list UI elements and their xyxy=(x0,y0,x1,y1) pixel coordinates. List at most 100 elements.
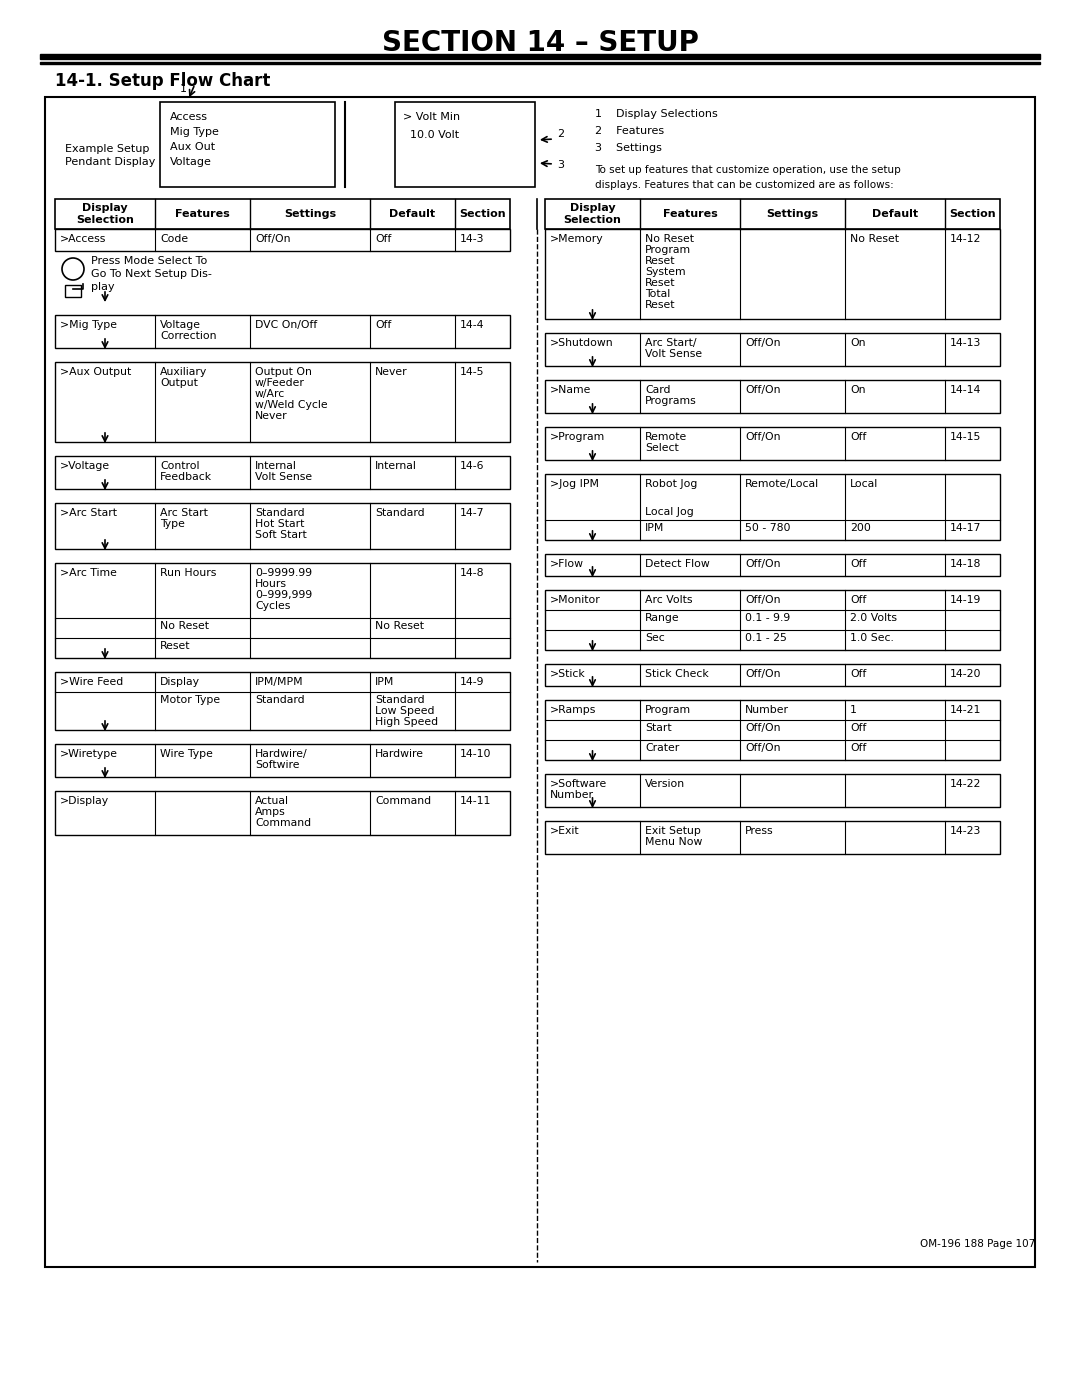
Text: Reset: Reset xyxy=(645,256,675,265)
Text: High Speed: High Speed xyxy=(375,717,438,726)
Text: 0–9999.99: 0–9999.99 xyxy=(255,569,312,578)
Text: Pendant Display: Pendant Display xyxy=(65,156,156,168)
Text: Standard: Standard xyxy=(375,509,424,518)
Text: 14-6: 14-6 xyxy=(460,461,485,471)
Text: >Arc Start: >Arc Start xyxy=(60,509,117,518)
Text: >Wiretype: >Wiretype xyxy=(60,749,118,759)
Text: IPM: IPM xyxy=(375,678,394,687)
Text: >Arc Time: >Arc Time xyxy=(60,569,117,578)
Text: >Mig Type: >Mig Type xyxy=(60,320,117,330)
Text: Arc Volts: Arc Volts xyxy=(645,595,692,605)
Text: 14-15: 14-15 xyxy=(950,432,982,441)
Bar xyxy=(545,664,1000,686)
Text: 1.0 Sec.: 1.0 Sec. xyxy=(850,633,894,643)
Text: play: play xyxy=(91,282,114,292)
Text: Select: Select xyxy=(645,443,678,453)
Text: Default: Default xyxy=(872,210,918,219)
Text: Hardwire/: Hardwire/ xyxy=(255,749,308,759)
Text: >Memory: >Memory xyxy=(550,235,604,244)
Bar xyxy=(55,745,510,777)
Text: Display
Selection: Display Selection xyxy=(76,203,134,225)
Text: Settings: Settings xyxy=(767,210,819,219)
Text: 0.1 - 9.9: 0.1 - 9.9 xyxy=(745,613,791,623)
Bar xyxy=(545,821,1000,854)
Text: Off/On: Off/On xyxy=(745,724,781,733)
Text: Card: Card xyxy=(645,386,671,395)
Text: Access: Access xyxy=(170,112,208,122)
Text: 14-9: 14-9 xyxy=(460,678,485,687)
Text: Programs: Programs xyxy=(645,395,697,407)
Text: Standard: Standard xyxy=(255,509,305,518)
Text: Crater: Crater xyxy=(645,743,679,753)
Text: Run Hours: Run Hours xyxy=(160,569,216,578)
Text: 2: 2 xyxy=(557,129,564,138)
Text: Range: Range xyxy=(645,613,679,623)
Text: >Software: >Software xyxy=(550,780,607,789)
Text: Stick Check: Stick Check xyxy=(645,669,708,679)
Text: 50 - 780: 50 - 780 xyxy=(745,522,791,534)
Text: Internal: Internal xyxy=(375,461,417,471)
Text: Off/On: Off/On xyxy=(255,235,291,244)
Bar xyxy=(545,774,1000,807)
Text: 14-10: 14-10 xyxy=(460,749,491,759)
Text: Output On: Output On xyxy=(255,367,312,377)
Text: 14-21: 14-21 xyxy=(950,705,982,715)
Text: 14-19: 14-19 xyxy=(950,595,982,605)
Text: Off: Off xyxy=(375,235,391,244)
Text: 1: 1 xyxy=(850,705,856,715)
Text: 14-23: 14-23 xyxy=(950,826,982,835)
Text: SECTION 14 – SETUP: SECTION 14 – SETUP xyxy=(381,29,699,57)
Text: w/Arc: w/Arc xyxy=(255,388,285,400)
Text: Exit Setup: Exit Setup xyxy=(645,826,701,835)
Text: Press: Press xyxy=(745,826,773,835)
Text: No Reset: No Reset xyxy=(375,622,424,631)
Bar xyxy=(545,380,1000,414)
Bar xyxy=(55,229,510,251)
Text: Off: Off xyxy=(375,320,391,330)
Text: 14-17: 14-17 xyxy=(950,522,982,534)
Text: 14-12: 14-12 xyxy=(950,235,982,244)
Text: IPM: IPM xyxy=(645,522,664,534)
Text: Off: Off xyxy=(850,669,866,679)
Text: Section: Section xyxy=(459,210,505,219)
Text: Section: Section xyxy=(949,210,996,219)
Text: Off/On: Off/On xyxy=(745,432,781,441)
Text: Start: Start xyxy=(645,724,672,733)
Text: Off: Off xyxy=(850,743,866,753)
Text: 2.0 Volts: 2.0 Volts xyxy=(850,613,897,623)
Text: Detect Flow: Detect Flow xyxy=(645,559,710,569)
Text: >Flow: >Flow xyxy=(550,559,584,569)
Bar xyxy=(55,672,510,731)
Bar xyxy=(55,791,510,835)
Text: Internal: Internal xyxy=(255,461,297,471)
Text: Reset: Reset xyxy=(645,300,675,310)
Text: No Reset: No Reset xyxy=(850,235,899,244)
Text: Off/On: Off/On xyxy=(745,743,781,753)
Text: Volt Sense: Volt Sense xyxy=(255,472,312,482)
Bar xyxy=(545,427,1000,460)
Text: >Program: >Program xyxy=(550,432,605,441)
Text: Press Mode Select To: Press Mode Select To xyxy=(91,256,207,265)
Text: Motor Type: Motor Type xyxy=(160,694,220,705)
Text: 3    Settings: 3 Settings xyxy=(595,142,662,154)
Bar xyxy=(40,61,1040,64)
Text: Auxiliary: Auxiliary xyxy=(160,367,207,377)
Text: 3: 3 xyxy=(557,161,564,170)
Text: On: On xyxy=(850,338,865,348)
Bar xyxy=(55,563,510,658)
Text: Remote: Remote xyxy=(645,432,687,441)
Text: 14-13: 14-13 xyxy=(950,338,982,348)
Text: Never: Never xyxy=(255,411,287,420)
Text: Settings: Settings xyxy=(284,210,336,219)
Text: Display: Display xyxy=(160,678,200,687)
Bar xyxy=(545,198,1000,229)
Text: Off: Off xyxy=(850,432,866,441)
Text: 2    Features: 2 Features xyxy=(595,126,664,136)
Text: Reset: Reset xyxy=(160,641,190,651)
Text: Standard: Standard xyxy=(255,694,305,705)
Text: 14-1. Setup Flow Chart: 14-1. Setup Flow Chart xyxy=(55,73,270,89)
Text: >Monitor: >Monitor xyxy=(550,595,600,605)
Bar xyxy=(545,555,1000,576)
Text: Command: Command xyxy=(255,819,311,828)
Text: Number: Number xyxy=(745,705,789,715)
